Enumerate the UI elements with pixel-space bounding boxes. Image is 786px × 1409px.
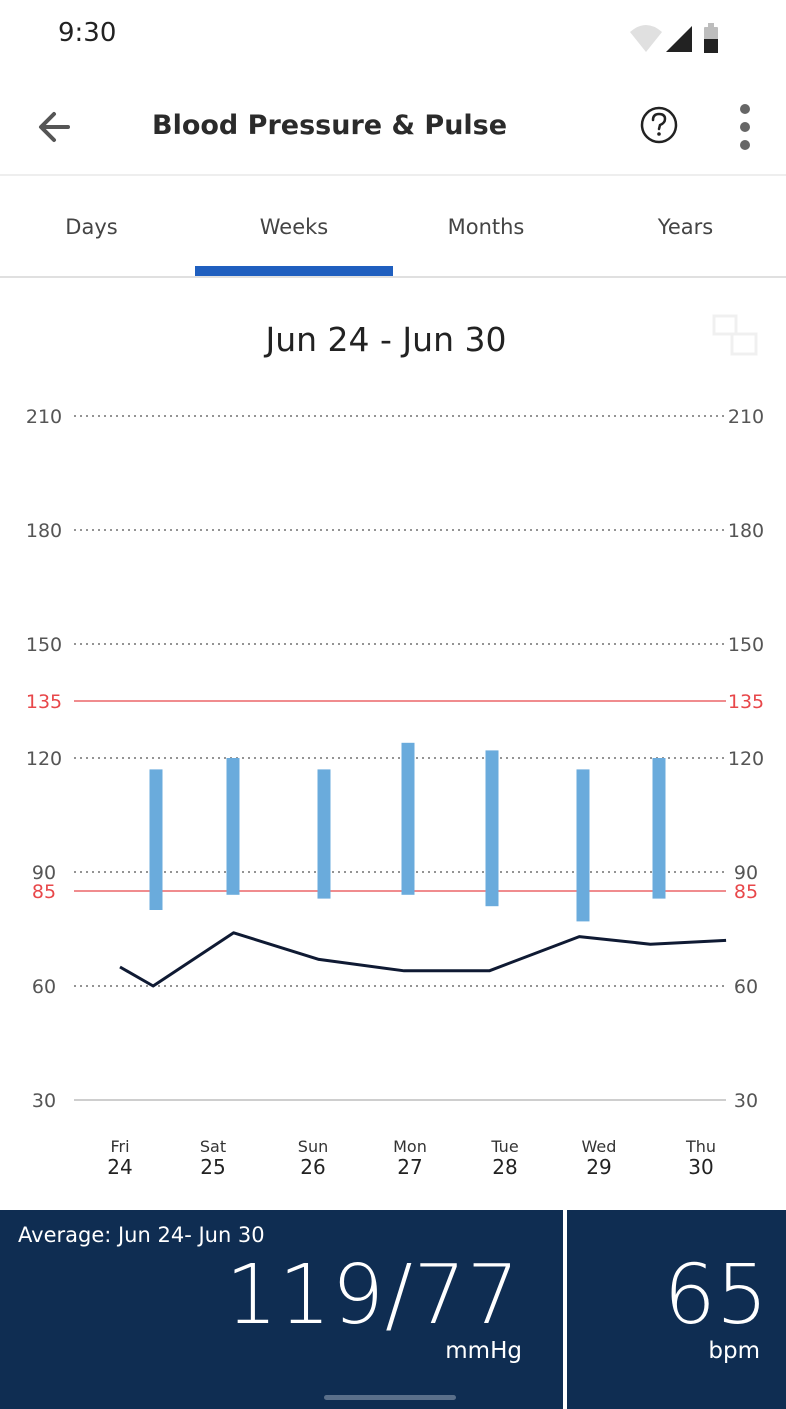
x-tick-date: 26 bbox=[300, 1155, 325, 1179]
bp-range-bar bbox=[401, 742, 415, 895]
x-tick-date: 30 bbox=[688, 1155, 713, 1179]
date-range-title: Jun 24 - Jun 30 bbox=[265, 320, 507, 359]
average-summary-panel[interactable]: Average: Jun 24- Jun 30 119/77 mmHg 65 b… bbox=[0, 1210, 786, 1409]
pulse-line bbox=[119, 931, 727, 988]
pulse-unit: bpm bbox=[708, 1338, 760, 1364]
y-tick-label-left: 210 bbox=[26, 406, 62, 428]
x-tick-day: Thu bbox=[685, 1137, 716, 1156]
bp-range-bar bbox=[149, 769, 163, 910]
bp-range-bar bbox=[576, 769, 590, 922]
y-tick-label-right: 90 bbox=[734, 862, 758, 884]
more-options-button[interactable] bbox=[728, 100, 762, 154]
threshold-label-right: 85 bbox=[734, 881, 758, 903]
status-time: 9:30 bbox=[58, 18, 117, 48]
y-tick-label-left: 150 bbox=[26, 634, 62, 656]
x-tick-date: 24 bbox=[107, 1155, 132, 1179]
tab-days[interactable]: Days bbox=[65, 215, 118, 239]
y-tick-label-right: 120 bbox=[728, 748, 764, 770]
bp-range-bar bbox=[317, 769, 331, 899]
x-tick-date: 25 bbox=[200, 1155, 225, 1179]
y-tick-label-right: 150 bbox=[728, 634, 764, 656]
x-tick-day: Fri bbox=[110, 1137, 129, 1156]
y-tick-label-right: 30 bbox=[734, 1090, 758, 1112]
more-vert-icon bbox=[740, 104, 750, 150]
y-tick-label-left: 30 bbox=[32, 1090, 56, 1112]
help-button[interactable] bbox=[636, 102, 682, 148]
y-tick-label-right: 210 bbox=[728, 406, 764, 428]
tab-weeks[interactable]: Weeks bbox=[259, 215, 329, 239]
x-tick-day: Tue bbox=[490, 1137, 518, 1156]
average-pulse-value: 65 bbox=[663, 1248, 768, 1343]
home-indicator bbox=[324, 1395, 456, 1400]
y-tick-label-right: 60 bbox=[734, 976, 758, 998]
y-tick-label-left: 120 bbox=[26, 748, 62, 770]
app-bar: Blood Pressure & Pulse bbox=[0, 80, 786, 176]
y-tick-label-left: 60 bbox=[32, 976, 56, 998]
average-label: Average: Jun 24- Jun 30 bbox=[18, 1223, 265, 1247]
bp-chart: 30 30 60 60 90 90 120 120 150 150 180 180 210 210 85 85… bbox=[26, 406, 764, 1179]
x-tick-date: 29 bbox=[586, 1155, 611, 1179]
footer-divider bbox=[563, 1210, 567, 1409]
arrow-left-icon bbox=[39, 112, 70, 142]
threshold-label-left: 85 bbox=[32, 881, 56, 903]
tab-indicator bbox=[195, 266, 393, 276]
period-tabs: Days Weeks Months Years bbox=[0, 176, 786, 278]
threshold-label-left: 135 bbox=[26, 691, 62, 713]
x-tick-day: Sun bbox=[298, 1137, 328, 1156]
tab-years[interactable]: Years bbox=[657, 215, 714, 239]
bp-range-bar bbox=[652, 758, 666, 899]
y-tick-label-left: 90 bbox=[32, 862, 56, 884]
export-icon[interactable] bbox=[708, 312, 762, 360]
average-bp-value: 119/77 bbox=[225, 1248, 520, 1343]
bp-range-bar bbox=[226, 758, 240, 895]
x-tick-day: Mon bbox=[393, 1137, 427, 1156]
signal-icon bbox=[666, 26, 692, 52]
help-circle-icon bbox=[640, 106, 678, 144]
page-title: Blood Pressure & Pulse bbox=[152, 110, 508, 141]
bp-unit: mmHg bbox=[445, 1338, 522, 1364]
x-tick-date: 28 bbox=[492, 1155, 517, 1179]
x-tick-day: Wed bbox=[582, 1137, 617, 1156]
bp-range-bar bbox=[485, 750, 499, 907]
battery-icon bbox=[704, 23, 718, 53]
status-icons bbox=[628, 22, 728, 54]
wifi-icon bbox=[630, 25, 662, 52]
x-tick-date: 27 bbox=[397, 1155, 422, 1179]
y-tick-label-right: 180 bbox=[728, 520, 764, 542]
back-button[interactable] bbox=[30, 102, 80, 152]
y-tick-label-left: 180 bbox=[26, 520, 62, 542]
x-tick-day: Sat bbox=[200, 1137, 226, 1156]
tab-months[interactable]: Months bbox=[447, 215, 525, 239]
threshold-label-right: 135 bbox=[728, 691, 764, 713]
status-bar: 9:30 bbox=[0, 0, 786, 80]
